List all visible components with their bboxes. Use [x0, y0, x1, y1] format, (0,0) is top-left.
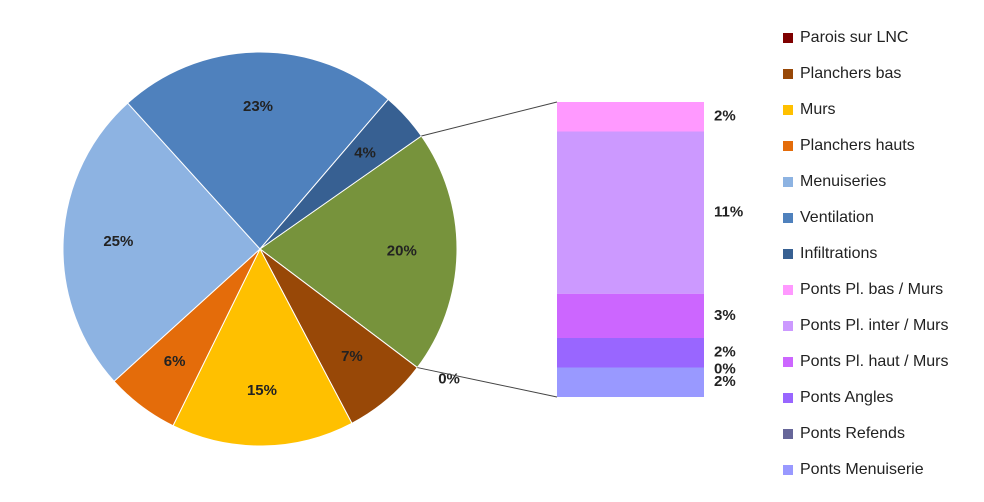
pie-slice — [62, 102, 261, 383]
legend-label: Planchers bas — [800, 65, 901, 82]
legend-label: Ventilation — [800, 209, 874, 226]
legend-swatch — [783, 249, 793, 259]
pie-slice — [126, 51, 389, 250]
legend-label: Ponts Pl. haut / Murs — [800, 353, 949, 370]
connector — [421, 101, 558, 137]
legend-label: Parois sur LNC — [800, 29, 908, 46]
pie-slice — [259, 98, 423, 250]
bar-segment — [557, 131, 704, 294]
data-label: 4% — [354, 145, 376, 162]
legend-label: Menuiseries — [800, 173, 886, 190]
legend-swatch — [783, 429, 793, 439]
legend-label: Murs — [800, 101, 836, 118]
pie-slice — [259, 135, 458, 369]
legend-label: Ponts Pl. inter / Murs — [800, 317, 949, 334]
data-label: 15% — [247, 382, 277, 399]
legend-label: Ponts Angles — [800, 389, 893, 406]
legend-swatch — [783, 357, 793, 367]
legend-swatch — [783, 69, 793, 79]
legend-label: Ponts Refends — [800, 425, 905, 442]
legend-swatch — [783, 393, 793, 403]
legend-swatch — [783, 321, 793, 331]
data-label: 25% — [103, 233, 133, 250]
legend-swatch — [783, 33, 793, 43]
legend-swatch — [783, 105, 793, 115]
legend-swatch — [783, 285, 793, 295]
data-label: 23% — [243, 98, 273, 115]
bar-segment — [557, 293, 704, 338]
data-label: 2% — [714, 108, 736, 125]
legend-swatch — [783, 177, 793, 187]
bar-segment — [557, 367, 704, 397]
legend-label: Planchers hauts — [800, 137, 915, 154]
data-label: 3% — [714, 307, 736, 324]
legend-swatch — [783, 465, 793, 475]
data-label: 2% — [714, 344, 736, 361]
legend-label: Infiltrations — [800, 245, 877, 262]
bar-segment — [557, 102, 704, 132]
data-label: 6% — [164, 353, 186, 370]
data-label: 0% — [714, 360, 736, 377]
data-label: 20% — [387, 242, 417, 259]
legend-swatch — [783, 213, 793, 223]
data-label: 2% — [714, 373, 736, 390]
legend-label: Ponts Menuiserie — [800, 461, 924, 478]
bar-segment — [557, 338, 704, 368]
connector — [417, 367, 558, 398]
data-label: 7% — [341, 348, 363, 365]
legend-label: Ponts Pl. bas / Murs — [800, 281, 943, 298]
legend-swatch — [783, 141, 793, 151]
data-label: 11% — [714, 204, 743, 221]
data-label: 0% — [438, 370, 460, 387]
pie-slice — [172, 247, 353, 447]
